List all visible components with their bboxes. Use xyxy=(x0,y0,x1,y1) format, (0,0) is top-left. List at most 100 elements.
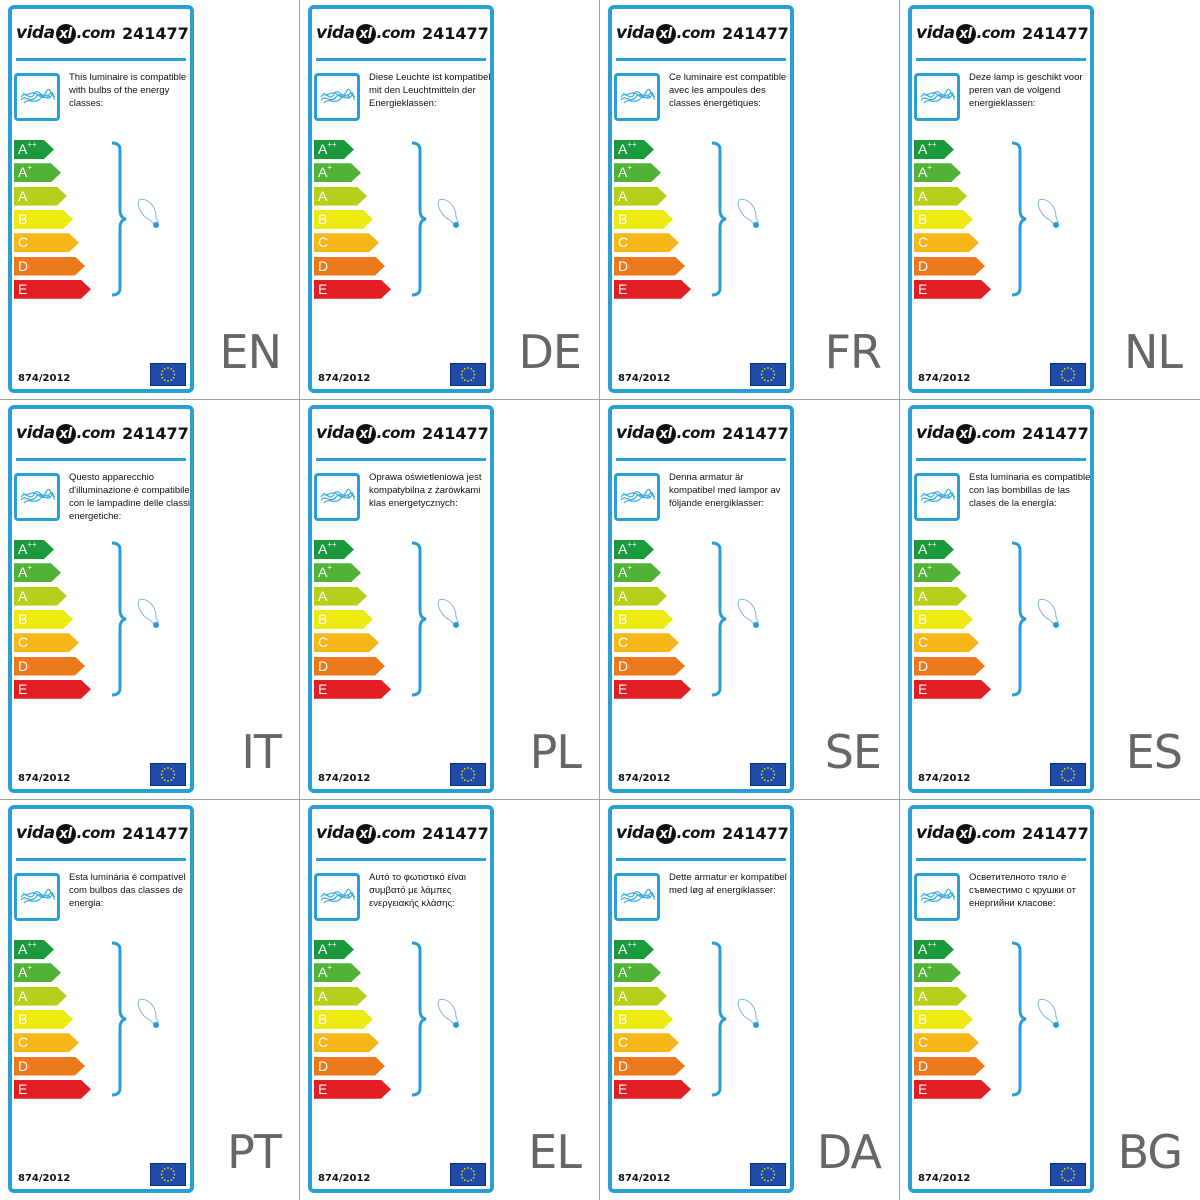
regulation-number: 874/2012 xyxy=(318,1173,371,1184)
bulb-icon xyxy=(436,197,462,237)
energy-label: vida xl .com 241477 Questo apparecchio d'ill… xyxy=(8,405,194,793)
header-divider xyxy=(916,858,1086,861)
luminaire-icon xyxy=(614,873,660,921)
energy-class-bar: C xyxy=(314,233,379,252)
language-code: SE xyxy=(824,725,882,779)
compatibility-text: Oprawa oświetleniowa jest kompatybilna z… xyxy=(369,472,482,509)
energy-class-bar: B xyxy=(614,610,673,629)
energy-class-bar: B xyxy=(314,610,373,629)
luminaire-icon xyxy=(614,473,660,521)
regulation-number: 874/2012 xyxy=(618,373,671,384)
energy-class-letter: E xyxy=(18,280,28,297)
eu-flag-icon xyxy=(150,1163,186,1186)
regulation-number: 874/2012 xyxy=(918,773,971,784)
luminaire-icon xyxy=(914,73,960,121)
vidaxl-logo: vida xl .com xyxy=(16,823,116,844)
energy-class-letter: E xyxy=(918,680,928,697)
energy-label: vida xl .com 241477 Deze lamp is geschikt vo… xyxy=(908,5,1094,393)
energy-class-bar: A++ xyxy=(614,540,654,559)
energy-class-bar: A++ xyxy=(914,140,954,159)
energy-class-bar: A++ xyxy=(14,540,54,559)
energy-class-letter: A xyxy=(618,941,628,957)
logo-text-right: .com xyxy=(676,824,716,842)
energy-class-letter: A xyxy=(318,964,328,981)
bracket-icon xyxy=(410,940,430,1102)
energy-class-bar: E xyxy=(314,1080,391,1099)
language-code: DE xyxy=(518,325,582,379)
energy-class-bar: C xyxy=(614,633,679,652)
energy-class-bar: A+ xyxy=(314,963,361,982)
vidaxl-logo: vida xl .com xyxy=(916,823,1016,844)
energy-class-letter: C xyxy=(18,1034,29,1051)
eu-flag-icon xyxy=(150,763,186,786)
language-code: EN xyxy=(219,325,282,379)
energy-class-bar: A xyxy=(14,187,67,206)
energy-class-letter: E xyxy=(18,680,28,697)
compatibility-text: Αυτό το φωτιστικό είναι συμβατό με λάμπε… xyxy=(369,872,467,909)
energy-class-letter: C xyxy=(18,234,29,251)
energy-class-bar: A++ xyxy=(14,140,54,159)
energy-class-letter: A xyxy=(318,187,328,204)
logo-mark: xl xyxy=(55,24,76,44)
energy-class-sup: + xyxy=(627,963,633,973)
energy-class-letter: C xyxy=(918,634,929,651)
energy-class-bar: D xyxy=(914,1057,985,1076)
energy-class-bar: E xyxy=(614,280,691,299)
energy-class-bar: A xyxy=(914,187,967,206)
logo-text-left: vida xyxy=(916,423,955,443)
energy-class-bar: A xyxy=(614,987,667,1006)
energy-class-letter: A xyxy=(618,587,628,604)
label-cell-pl: vida xl .com 241477 Oprawa oświetleniowa jes… xyxy=(300,400,600,800)
energy-class-letter: E xyxy=(918,280,928,297)
vidaxl-logo: vida xl .com xyxy=(16,423,116,444)
energy-class-letter: B xyxy=(18,610,28,627)
energy-class-sup: + xyxy=(327,963,333,973)
logo-text-right: .com xyxy=(976,424,1016,442)
energy-class-letter: A xyxy=(18,987,28,1004)
eu-flag-icon xyxy=(750,363,786,386)
energy-class-bar: D xyxy=(314,1057,385,1076)
energy-class-bar: B xyxy=(14,210,73,229)
energy-class-letter: A xyxy=(18,187,28,204)
eu-flag-icon xyxy=(1050,363,1086,386)
header-divider xyxy=(616,58,786,61)
logo-mark: xl xyxy=(655,424,676,444)
regulation-number: 874/2012 xyxy=(618,1173,671,1184)
energy-class-bar: C xyxy=(914,1033,979,1052)
energy-class-letter: D xyxy=(618,257,629,274)
energy-class-letter: B xyxy=(18,1010,28,1027)
energy-class-letter: A xyxy=(18,941,28,957)
energy-class-sup: + xyxy=(27,563,33,573)
label-cell-el: vida xl .com 241477 Αυτό το φωτιστικό είναι … xyxy=(300,800,600,1200)
eu-flag-icon xyxy=(1050,1163,1086,1186)
energy-class-letter: B xyxy=(318,210,328,227)
energy-class-letter: D xyxy=(318,257,329,274)
bulb-icon xyxy=(736,997,762,1037)
energy-class-bar: A+ xyxy=(14,563,61,582)
bracket-icon xyxy=(410,540,430,702)
eu-flag-icon xyxy=(750,763,786,786)
energy-class-bar: E xyxy=(314,680,391,699)
energy-class-letter: A xyxy=(918,164,928,181)
compatibility-text: Diese Leuchte ist kompatibel mit den Leu… xyxy=(369,72,491,109)
logo-text-right: .com xyxy=(76,824,116,842)
energy-label: vida xl .com 241477 Esta luminária é compatí… xyxy=(8,805,194,1193)
regulation-number: 874/2012 xyxy=(918,373,971,384)
bulb-icon xyxy=(1036,597,1062,637)
luminaire-icon xyxy=(614,73,660,121)
energy-class-letter: B xyxy=(918,610,928,627)
energy-class-letter: A xyxy=(918,964,928,981)
vidaxl-logo: vida xl .com xyxy=(616,23,716,44)
energy-class-letter: A xyxy=(318,564,328,581)
logo-text-left: vida xyxy=(16,23,55,43)
energy-class-bar: A+ xyxy=(314,163,361,182)
energy-class-letter: D xyxy=(318,657,329,674)
energy-label: vida xl .com 241477 Diese Leuchte ist kompat… xyxy=(308,5,494,393)
energy-class-bar: E xyxy=(14,280,91,299)
energy-class-letter: A xyxy=(18,587,28,604)
header-divider xyxy=(16,58,186,61)
energy-class-bar: D xyxy=(14,257,85,276)
energy-label: vida xl .com 241477 Осветителното тяло е съв… xyxy=(908,805,1094,1193)
energy-class-sup: + xyxy=(927,963,933,973)
logo-mark: xl xyxy=(55,424,76,444)
